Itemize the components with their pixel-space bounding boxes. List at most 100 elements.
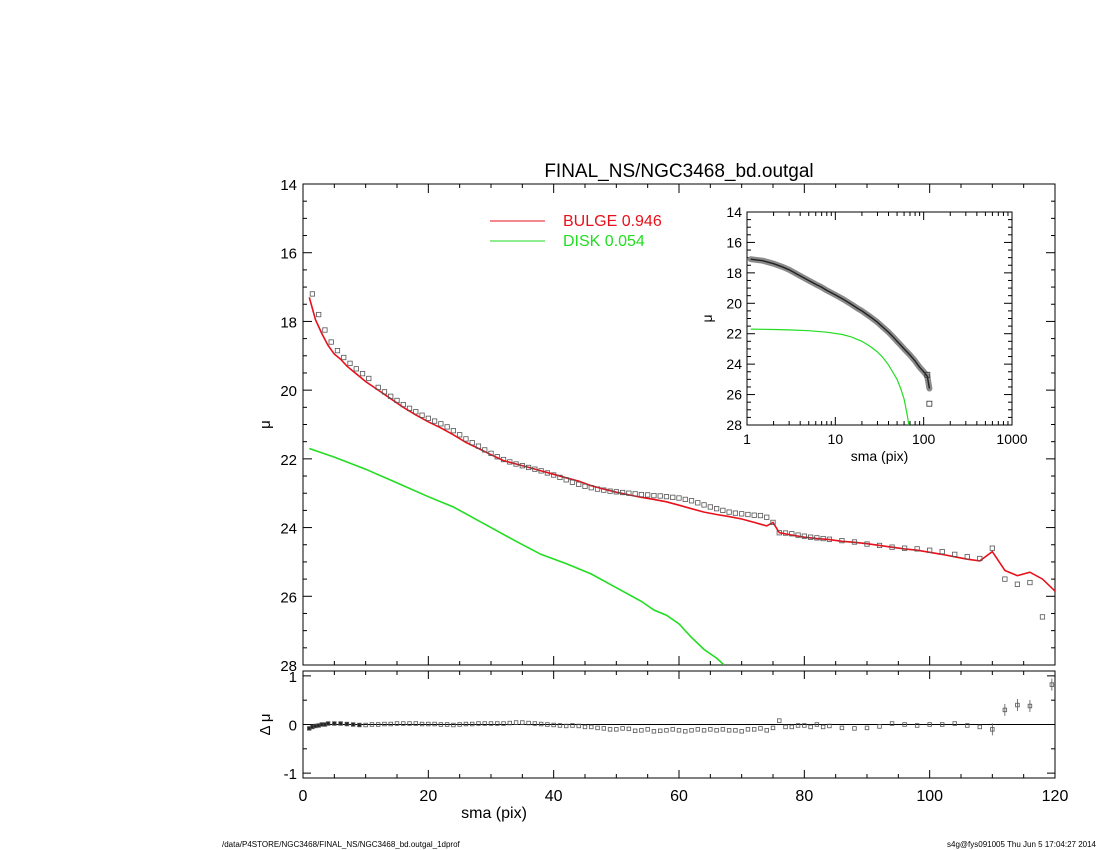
residual-data-point [451, 722, 456, 728]
residual-data-point [601, 726, 606, 731]
residual-data-point [614, 727, 619, 732]
inset-outlier-point [926, 400, 933, 407]
main-data-point [513, 461, 519, 467]
main-data-point [902, 545, 908, 551]
inset-y-tick-label: 16 [726, 234, 742, 250]
residual-data-point [564, 723, 569, 729]
main-data-point [851, 539, 858, 545]
main-data-point [632, 491, 638, 497]
main-data-point [341, 354, 347, 361]
main-data-point [482, 447, 488, 453]
residual-data-point [914, 723, 920, 728]
footer-file-path: /data/P4STORE/NGC3468/FINAL_NS/NGC3468_b… [222, 840, 461, 849]
main-data-point [1027, 579, 1033, 586]
main-data-point [1002, 576, 1008, 582]
residual-data-point [770, 725, 776, 731]
main-data-point [381, 389, 388, 395]
inset-data-layer [747, 256, 933, 425]
residual-data-point [626, 726, 632, 732]
residual-data-point [940, 722, 945, 727]
residual-data-point [814, 722, 820, 727]
residual-data-point [758, 726, 763, 731]
main-data-point [977, 555, 983, 562]
residual-data-point [952, 721, 957, 726]
residual-data-point [557, 723, 563, 728]
main-y-axis-label: μ [257, 420, 274, 429]
residual-x-tick-label: 100 [916, 788, 943, 805]
residual-data-point [1027, 703, 1033, 709]
main-data-point [463, 436, 469, 442]
main-data-point [1014, 581, 1021, 587]
main-y-tick-label: 22 [280, 452, 297, 469]
main-data-point [764, 514, 770, 520]
main-y-tick-label: 20 [280, 383, 297, 400]
main-data-point [820, 535, 826, 542]
inset-disk-line [750, 328, 910, 425]
residual-x-axis-label: sma (pix) [461, 805, 527, 822]
residual-data-point [401, 721, 406, 726]
residual-data-point [889, 721, 895, 726]
residual-data-point [990, 727, 995, 732]
main-data-point [757, 512, 764, 519]
main-data-point [889, 544, 895, 550]
main-data-point [494, 454, 500, 460]
main-data-point [989, 545, 995, 551]
main-data-point [551, 472, 557, 478]
residual-data-point [733, 728, 738, 733]
residual-data-point [864, 725, 870, 731]
main-data-point [375, 384, 381, 390]
residual-data-point [570, 723, 575, 728]
main-data-point [839, 538, 845, 544]
residual-data-point [419, 721, 425, 727]
inset-y-tick-label: 26 [726, 387, 742, 403]
main-data-point [663, 494, 670, 500]
main-profile-panel: 14 16 18 20 22 24 26 28 FINAL_NS/NGC3468_bd.outg… [257, 161, 1056, 675]
main-data-point [353, 366, 359, 372]
main-data-point [638, 491, 645, 498]
main-data-point [475, 443, 482, 449]
residual-data-point [426, 721, 431, 727]
main-data-point [826, 536, 833, 542]
main-data-point [322, 327, 328, 333]
main-data-point [751, 512, 757, 518]
main-data-point [776, 530, 782, 536]
inset-x-tick-label: 1 [743, 431, 751, 447]
residual-data-point [363, 722, 368, 728]
main-data-point [594, 486, 601, 492]
main-data-point [701, 502, 707, 508]
residual-data-point [488, 721, 494, 726]
main-data-point [707, 504, 713, 510]
main-data-point [347, 360, 353, 366]
residual-data-point [645, 727, 650, 732]
main-data-point [808, 534, 814, 540]
main-y-tick-label: 18 [280, 314, 297, 331]
main-series-disk-line [309, 447, 725, 665]
inset-x-tick-label: 1000 [996, 431, 1027, 447]
residual-data-point [476, 721, 481, 726]
main-data-point [676, 495, 682, 501]
main-data-point [438, 421, 444, 427]
inset-y-tick-label: 28 [726, 417, 742, 433]
residual-data-point [676, 728, 682, 733]
main-data-point [576, 481, 582, 487]
residual-data-point [764, 728, 769, 733]
residual-data-point [795, 723, 801, 728]
residual-data-point [394, 721, 400, 726]
residual-data-point [469, 721, 475, 727]
residual-data-point [708, 727, 713, 732]
main-data-point [359, 371, 366, 377]
residual-data-point [789, 724, 794, 730]
main-data-point [864, 541, 870, 547]
residual-data-point [495, 721, 500, 726]
main-data-point [557, 474, 563, 481]
residual-data-point [877, 724, 882, 729]
main-data-point [688, 498, 695, 504]
main-data-point [500, 456, 507, 463]
main-data-point [1039, 614, 1046, 620]
residual-data-point [827, 723, 832, 729]
residual-data-point [658, 728, 663, 734]
main-data-point [413, 409, 419, 415]
main-data-point [316, 311, 322, 318]
